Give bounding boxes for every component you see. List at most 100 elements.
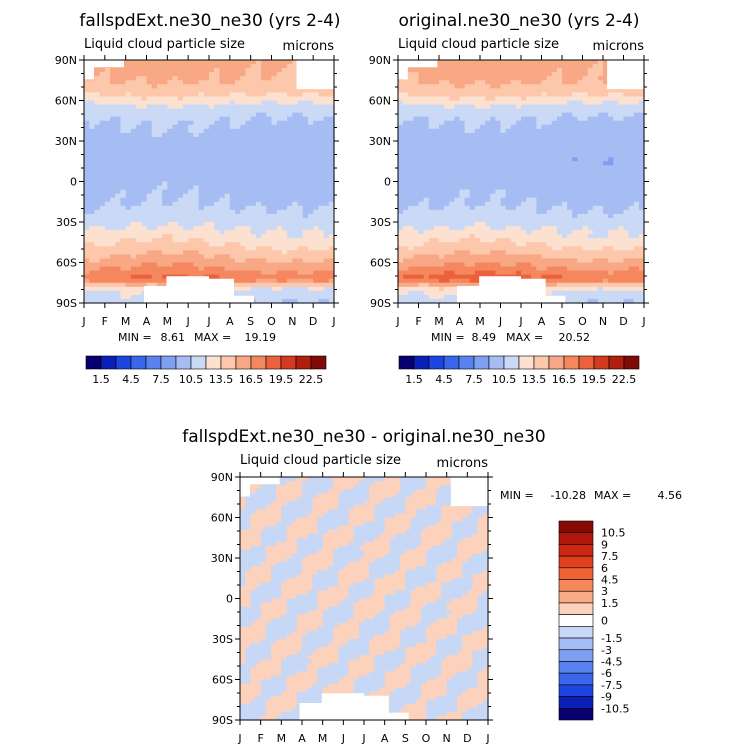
heatmap-cell [120,149,127,154]
heatmap-cell [271,189,278,195]
heatmap-cell [500,136,507,142]
heatmap-cell [551,104,558,110]
heatmap-cell [577,201,584,207]
heatmap-cell [120,250,127,255]
heatmap-cell [177,242,184,247]
heatmap-cell [572,161,578,166]
heatmap-cell [193,254,200,260]
heatmap-cell [136,108,142,114]
heatmap-cell [209,209,215,215]
heatmap-cell [556,165,563,170]
heatmap-cell [146,185,153,191]
heatmap-cell [449,100,455,106]
heatmap-cell [433,68,440,73]
heatmap-cell [136,64,142,69]
heatmap-cell [266,116,273,122]
heatmap-cell [224,84,231,89]
heatmap-cell [271,185,278,191]
heatmap-cell [219,209,226,215]
heatmap-cell [198,80,205,85]
heatmap-cell [136,145,142,150]
heatmap-cell [89,282,96,288]
heatmap-cell [433,72,440,77]
heatmap-cell [224,112,231,118]
heatmap-cell [464,193,471,199]
heatmap-cell [214,157,221,162]
heatmap-cell [136,92,142,98]
heatmap-cell [209,104,215,110]
heatmap-cell [633,136,640,142]
heatmap-cell [515,226,522,231]
heatmap-cell [115,234,122,239]
heatmap-cell [302,242,309,247]
heatmap-cell [526,177,532,183]
heatmap-cell [261,226,267,231]
heatmap-cell [261,124,267,130]
heatmap-cell [567,100,573,106]
heatmap-cell [562,217,568,223]
heatmap-cell [567,157,573,162]
heatmap-cell [240,141,247,146]
heatmap-cell [99,161,106,166]
heatmap-cell [209,242,215,247]
heatmap-cell [623,153,630,158]
heatmap-cell [592,68,599,73]
heatmap-cell [84,226,90,231]
heatmap-cell [439,60,445,65]
heatmap-cell [172,161,179,166]
heatmap-cell [592,173,599,179]
heatmap-cell [193,112,200,118]
heatmap-cell [198,254,205,260]
heatmap-cell [203,92,210,98]
heatmap-cell [125,262,132,268]
heatmap-cell [562,213,568,219]
heatmap-cell [287,266,293,272]
heatmap-cell [89,149,96,154]
heatmap-cell [198,112,205,118]
heatmap-cell [99,189,106,195]
heatmap-cell [162,149,168,154]
heatmap-cell [567,169,573,174]
heatmap-cell [141,238,148,243]
heatmap-cell [240,181,247,187]
heatmap-cell [485,201,491,207]
heatmap-cell [515,165,522,170]
heatmap-cell [245,270,252,276]
heatmap-cell [151,124,158,130]
heatmap-cell [459,120,466,126]
heatmap-cell [162,112,168,118]
heatmap-cell [423,145,430,150]
heatmap-cell [515,136,522,142]
heatmap-cell [633,92,640,98]
heatmap-cell [115,222,122,227]
heatmap-cell [130,282,137,288]
heatmap-cell [229,104,236,110]
heatmap-cell [104,116,111,122]
heatmap-cell [556,141,563,146]
heatmap-cell [628,217,635,223]
heatmap-cell [167,108,174,114]
heatmap-cell [526,104,532,110]
heatmap-cell [198,72,205,77]
heatmap-cell [459,141,466,146]
heatmap-cell [490,104,496,110]
heatmap-cell [567,161,573,166]
heatmap-cell [551,68,558,73]
heatmap-cell [167,262,174,268]
heatmap-cell [156,68,163,73]
heatmap-cell [618,161,625,166]
heatmap-cell [94,201,101,207]
heatmap-cell [541,181,548,187]
heatmap-cell [541,217,548,223]
heatmap-cell [84,136,90,142]
heatmap-cell [485,189,491,195]
heatmap-cell [188,128,194,134]
heatmap-cell [318,132,325,138]
heatmap-cell [198,88,205,93]
heatmap-cell [203,72,210,77]
heatmap-cell [307,189,314,195]
heatmap-cell [546,112,553,118]
heatmap-cell [271,108,278,114]
heatmap-cell [261,278,267,284]
heatmap-cell [313,189,319,195]
